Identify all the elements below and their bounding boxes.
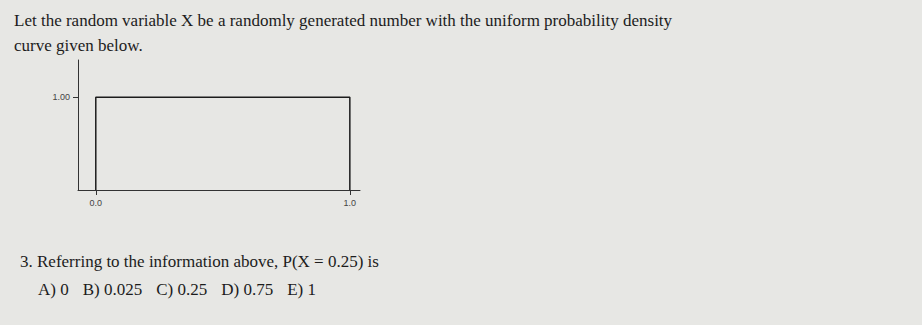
html-text:3. Referring to the informatio: 3. Referring to the information above, P… (20, 252, 379, 271)
html-text:curve given below.: curve given below. (14, 36, 143, 55)
html-text:A) 0: A) 0 (38, 280, 69, 299)
svg-text:1.00: 1.00 (52, 92, 70, 102)
svg-text:0.0: 0.0 (90, 198, 103, 208)
html-text:E) 1: E) 1 (287, 280, 316, 299)
svg-text:1.0: 1.0 (344, 198, 357, 208)
html-text:B) 0.025: B) 0.025 (82, 280, 143, 299)
html-text:Let the random variable X be a: Let the random variable X be a randomly … (14, 11, 673, 30)
html-text:D) 0.75: D) 0.75 (221, 280, 274, 299)
html-text:C) 0.25: C) 0.25 (156, 280, 208, 299)
